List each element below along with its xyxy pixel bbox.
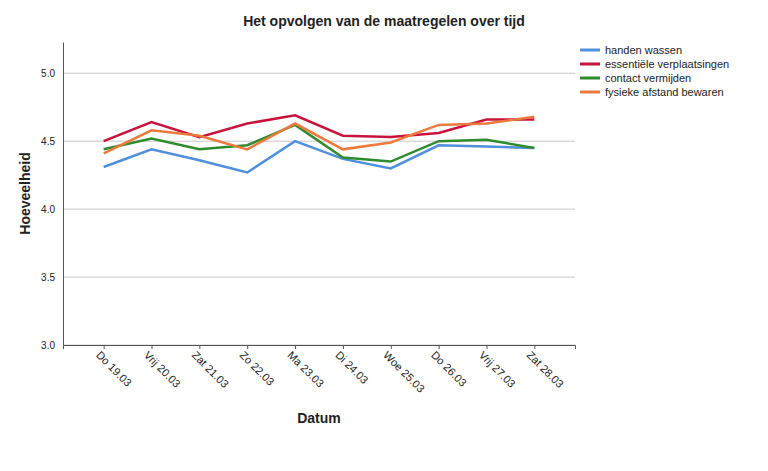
legend-item: handen wassen bbox=[580, 44, 682, 56]
x-tick-label: Zat 28.03 bbox=[525, 349, 566, 390]
x-tick: Do 19.03 bbox=[94, 345, 134, 389]
title: Het opvolgen van de maatregelen over tij… bbox=[243, 13, 525, 29]
x-axis: Do 19.03Vrij 20.03Zat 21.03Zo 22.03Ma 23… bbox=[64, 345, 576, 395]
legend-label: essentiële verplaatsingen bbox=[605, 58, 729, 70]
y-axis-line bbox=[63, 43, 64, 346]
y-tick-label: 3.0 bbox=[41, 340, 55, 351]
legend-item: contact vermijden bbox=[580, 72, 691, 84]
x-tick-mark bbox=[391, 345, 392, 349]
x-tick-mark bbox=[343, 345, 344, 349]
chart-svg: 3.0 3.5 4.0 4.5 5.0 Do 19.03Vrij 20.03Zat 21.… bbox=[0, 0, 768, 471]
series-line bbox=[104, 125, 535, 162]
legend-label: handen wassen bbox=[605, 44, 682, 56]
x-tick-mark bbox=[104, 345, 105, 349]
grid bbox=[63, 73, 575, 345]
legend-item: essentiële verplaatsingen bbox=[580, 58, 729, 70]
x-tick: Vrij 20.03 bbox=[142, 345, 183, 390]
y-tick-label: 3.5 bbox=[41, 272, 55, 283]
legend-swatch bbox=[580, 49, 600, 52]
legend-label: contact vermijden bbox=[605, 72, 691, 84]
x-tick: Zat 28.03 bbox=[525, 345, 566, 390]
y-tick-label: 5.0 bbox=[41, 68, 55, 79]
x-tick: Zat 21.03 bbox=[190, 345, 231, 390]
x-tick: Di 24.03 bbox=[333, 345, 370, 386]
x-tick-label: Zat 21.03 bbox=[190, 349, 231, 390]
series-line bbox=[104, 117, 535, 154]
y-tick: 3.0 bbox=[41, 340, 63, 351]
x-tick-label: Do 26.03 bbox=[429, 349, 469, 389]
x-tick-label: Di 24.03 bbox=[333, 349, 370, 386]
y-tick: 4.5 bbox=[41, 136, 63, 147]
x-tick-mark bbox=[486, 345, 487, 349]
x-tick-mark bbox=[152, 345, 153, 349]
x-tick-label: Zo 22.03 bbox=[238, 349, 277, 388]
x-tick: Woe 25.03 bbox=[381, 345, 427, 395]
x-tick-mark bbox=[247, 345, 248, 349]
x-tick-mark bbox=[295, 345, 296, 349]
y-tick: 4.0 bbox=[41, 204, 63, 215]
legend-item: fysieke afstand bewaren bbox=[580, 86, 724, 98]
x-tick-label: Vrij 27.03 bbox=[477, 349, 518, 390]
x-tick-mark bbox=[534, 345, 535, 349]
x-tick-mark bbox=[439, 345, 440, 349]
grid-line bbox=[63, 73, 575, 74]
y-axis: 3.0 3.5 4.0 4.5 5.0 bbox=[41, 43, 63, 351]
x-tick-mark bbox=[199, 345, 200, 349]
y-tick-label: 4.0 bbox=[41, 204, 55, 215]
legend: handen wassen essentiële verplaatsingen co… bbox=[580, 44, 729, 98]
series-line bbox=[104, 141, 535, 172]
x-tick: Zo 22.03 bbox=[238, 345, 277, 388]
y-tick: 5.0 bbox=[41, 68, 63, 79]
x-tick-label: Ma 23.03 bbox=[285, 349, 326, 390]
x-tick-label: Vrij 20.03 bbox=[142, 349, 183, 390]
legend-swatch bbox=[580, 91, 600, 94]
y-axis-title: Hoeveelheid bbox=[17, 152, 33, 234]
x-tick: Do 26.03 bbox=[429, 345, 469, 389]
plot: 3.0 3.5 4.0 4.5 5.0 Do 19.03Vrij 20.03Zat 21.… bbox=[41, 43, 575, 395]
legend-swatch bbox=[580, 63, 600, 66]
x-axis-title: Datum bbox=[297, 410, 341, 426]
x-tick-label: Do 19.03 bbox=[94, 349, 134, 389]
x-tick: Vrij 27.03 bbox=[477, 345, 518, 390]
grid-line bbox=[63, 277, 575, 278]
x-tick: Ma 23.03 bbox=[285, 345, 326, 390]
legend-swatch bbox=[580, 77, 600, 80]
grid-line bbox=[63, 209, 575, 210]
x-axis-line bbox=[64, 346, 576, 350]
y-tick: 3.5 bbox=[41, 272, 63, 283]
legend-label: fysieke afstand bewaren bbox=[605, 86, 724, 98]
x-tick-label: Woe 25.03 bbox=[381, 349, 427, 395]
lines bbox=[104, 115, 535, 172]
y-tick-label: 4.5 bbox=[41, 136, 55, 147]
chart-container: 3.0 3.5 4.0 4.5 5.0 Do 19.03Vrij 20.03Zat 21.… bbox=[0, 0, 768, 471]
